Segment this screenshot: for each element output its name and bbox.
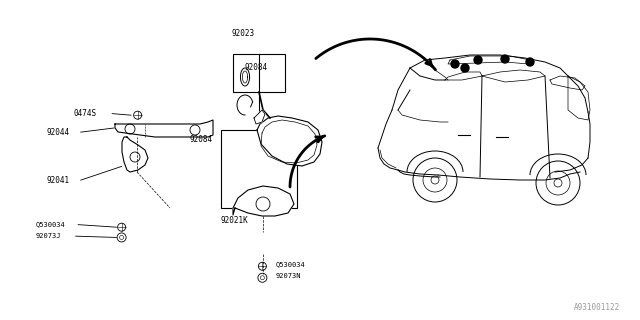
Text: 92041: 92041 bbox=[46, 176, 69, 185]
Circle shape bbox=[461, 64, 469, 72]
Text: Q530034: Q530034 bbox=[275, 261, 305, 267]
Text: 92084: 92084 bbox=[244, 63, 268, 72]
Bar bbox=[233, 54, 285, 92]
Text: 92021K: 92021K bbox=[221, 216, 248, 225]
Circle shape bbox=[451, 60, 459, 68]
Polygon shape bbox=[257, 116, 322, 166]
Text: Q530034: Q530034 bbox=[35, 222, 65, 228]
Circle shape bbox=[474, 56, 482, 64]
Text: 92023: 92023 bbox=[232, 29, 255, 38]
Text: 92084: 92084 bbox=[189, 135, 212, 144]
Text: A931001122: A931001122 bbox=[573, 303, 620, 312]
Text: 92044: 92044 bbox=[46, 128, 69, 137]
Polygon shape bbox=[115, 120, 213, 137]
Circle shape bbox=[501, 55, 509, 63]
Polygon shape bbox=[122, 137, 148, 172]
Text: 0474S: 0474S bbox=[74, 109, 97, 118]
Polygon shape bbox=[233, 186, 294, 216]
Text: 92073J: 92073J bbox=[35, 233, 61, 239]
Bar bbox=[221, 130, 297, 208]
Circle shape bbox=[526, 58, 534, 66]
Polygon shape bbox=[254, 110, 265, 124]
Text: 92073N: 92073N bbox=[275, 273, 301, 279]
